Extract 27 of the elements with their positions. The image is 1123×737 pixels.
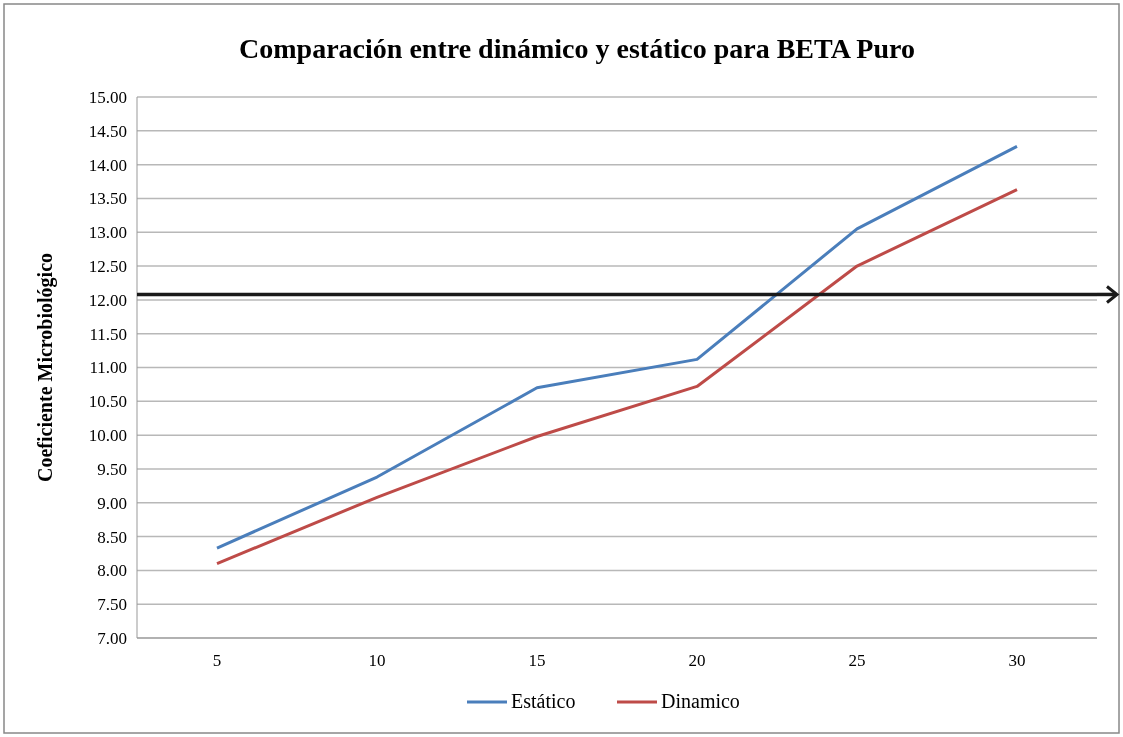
x-tick-label: 5 xyxy=(212,651,222,670)
y-axis-title: Coeficiente Microbiológico xyxy=(34,252,57,483)
x-tick-label: 25 xyxy=(848,651,866,670)
x-tick-label: 20 xyxy=(688,651,706,670)
y-tick-label: 13.00 xyxy=(88,223,127,243)
y-tick-label: 12.50 xyxy=(88,257,127,277)
y-tick-label: 8.50 xyxy=(97,527,127,547)
y-tick-label: 7.50 xyxy=(97,595,127,615)
y-tick-label: 11.00 xyxy=(89,358,127,378)
legend-label: Estático xyxy=(511,690,576,712)
y-tick-label: 9.00 xyxy=(97,493,127,513)
y-tick-label: 14.00 xyxy=(88,155,127,175)
y-tick-label: 7.00 xyxy=(97,628,127,648)
legend-label: Dinamico xyxy=(661,690,740,712)
y-tick-label: 8.00 xyxy=(97,561,127,581)
y-tick-label: 14.50 xyxy=(88,121,127,141)
y-tick-label: 10.50 xyxy=(88,392,127,412)
x-tick-label: 10 xyxy=(368,651,386,670)
x-tick-label: 15 xyxy=(528,651,546,670)
y-tick-label: 11.50 xyxy=(89,324,127,344)
y-tick-label: 12.00 xyxy=(88,290,127,310)
y-tick-label: 9.50 xyxy=(97,459,127,479)
y-tick-label: 10.00 xyxy=(88,426,127,446)
x-tick-label: 30 xyxy=(1008,651,1026,670)
chart-title: Comparación entre dinámico y estático para BETA Puro xyxy=(239,33,915,64)
y-tick-label: 15.00 xyxy=(88,87,127,107)
y-tick-label: 13.50 xyxy=(88,189,127,209)
